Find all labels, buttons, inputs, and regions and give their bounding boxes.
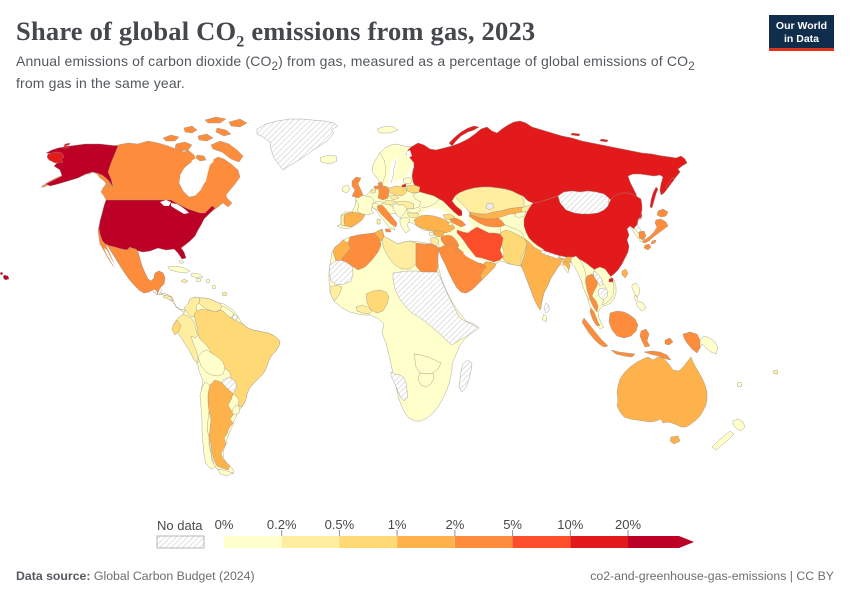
svg-text:2%: 2%: [446, 517, 465, 532]
svg-text:No data: No data: [157, 518, 203, 533]
svg-text:0.2%: 0.2%: [267, 517, 297, 532]
svg-text:0.5%: 0.5%: [325, 517, 355, 532]
svg-text:20%: 20%: [615, 517, 641, 532]
svg-text:0%: 0%: [215, 517, 234, 532]
svg-text:5%: 5%: [503, 517, 522, 532]
svg-text:1%: 1%: [388, 517, 407, 532]
svg-text:10%: 10%: [557, 517, 583, 532]
